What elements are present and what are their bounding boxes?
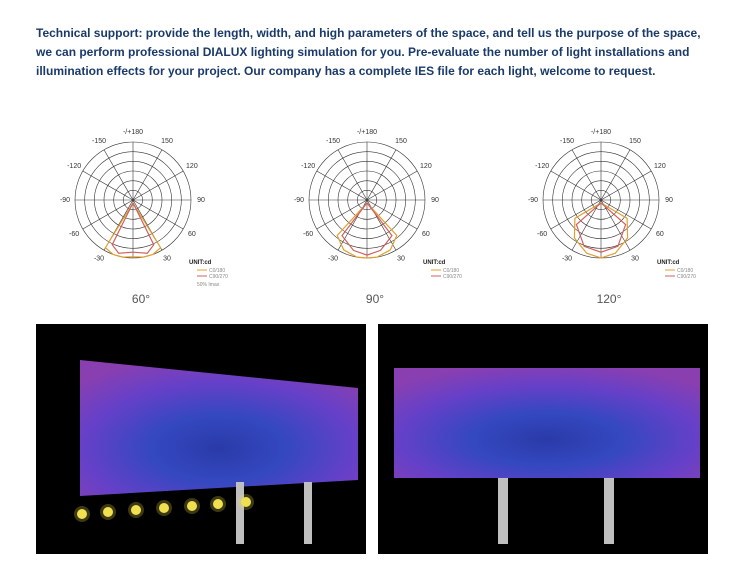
svg-text:-150: -150 — [326, 138, 340, 145]
svg-text:90: 90 — [197, 196, 205, 203]
polar-60: -/+180 -150 150 -120 120 -90 90 -60 60 -30 30 UNIT:… — [36, 118, 246, 306]
polar-row: -/+180 -150 150 -120 120 -90 90 -60 60 -30 30 UNIT:… — [36, 118, 714, 306]
sim-left — [36, 324, 366, 554]
svg-text:90: 90 — [665, 196, 673, 203]
intro-paragraph: Technical support: provide the length, w… — [36, 24, 714, 82]
svg-text:-150: -150 — [92, 138, 106, 145]
svg-text:UNIT:cd: UNIT:cd — [657, 260, 680, 266]
svg-text:90: 90 — [431, 196, 439, 203]
sim-right-svg — [378, 324, 708, 554]
svg-text:150: 150 — [629, 138, 641, 145]
svg-text:-30: -30 — [328, 255, 338, 262]
polar-120-caption: 120° — [597, 292, 622, 306]
svg-text:120: 120 — [654, 162, 666, 169]
sim-left-svg — [36, 324, 366, 554]
simulation-row — [36, 324, 714, 554]
svg-text:-120: -120 — [301, 162, 315, 169]
svg-text:-150: -150 — [560, 138, 574, 145]
svg-text:-120: -120 — [67, 162, 81, 169]
svg-text:UNIT:cd: UNIT:cd — [189, 260, 212, 266]
svg-text:120: 120 — [186, 162, 198, 169]
svg-text:-30: -30 — [562, 255, 572, 262]
svg-text:C90/270: C90/270 — [677, 274, 696, 280]
svg-text:-120: -120 — [535, 162, 549, 169]
svg-text:30: 30 — [397, 255, 405, 262]
svg-text:-/+180: -/+180 — [123, 128, 143, 135]
svg-text:C90/270: C90/270 — [209, 274, 228, 280]
polar-90-chart: -/+180 -150 150 -120 120 -90 90 -60 60 -30 30 UNIT:… — [275, 118, 475, 288]
svg-text:150: 150 — [161, 138, 173, 145]
svg-text:-90: -90 — [294, 196, 304, 203]
polar-90: -/+180 -150 150 -120 120 -90 90 -60 60 -30 30 UNIT:… — [270, 118, 480, 306]
polar-120-chart: -/+180 -150 150 -120 120 -90 90 -60 60 -30 30 UNIT:… — [509, 118, 709, 288]
polar-120: -/+180 -150 150 -120 120 -90 90 -60 60 -30 30 UNIT:… — [504, 118, 714, 306]
svg-text:-90: -90 — [60, 196, 70, 203]
svg-text:30: 30 — [163, 255, 171, 262]
svg-text:C90/270: C90/270 — [443, 274, 462, 280]
svg-text:60: 60 — [188, 230, 196, 237]
svg-text:-90: -90 — [528, 196, 538, 203]
svg-text:50% Imax: 50% Imax — [197, 282, 220, 288]
svg-text:-60: -60 — [537, 230, 547, 237]
svg-text:150: 150 — [395, 138, 407, 145]
svg-text:-60: -60 — [303, 230, 313, 237]
polar-60-chart: -/+180 -150 150 -120 120 -90 90 -60 60 -30 30 UNIT:… — [41, 118, 241, 288]
polar-60-caption: 60° — [132, 292, 150, 306]
svg-text:120: 120 — [420, 162, 432, 169]
svg-text:-60: -60 — [69, 230, 79, 237]
svg-text:-30: -30 — [94, 255, 104, 262]
svg-text:-/+180: -/+180 — [357, 128, 377, 135]
polar-90-caption: 90° — [366, 292, 384, 306]
svg-text:-/+180: -/+180 — [591, 128, 611, 135]
svg-text:30: 30 — [631, 255, 639, 262]
sim-right — [378, 324, 708, 554]
svg-text:UNIT:cd: UNIT:cd — [423, 260, 446, 266]
svg-text:60: 60 — [422, 230, 430, 237]
svg-text:60: 60 — [656, 230, 664, 237]
